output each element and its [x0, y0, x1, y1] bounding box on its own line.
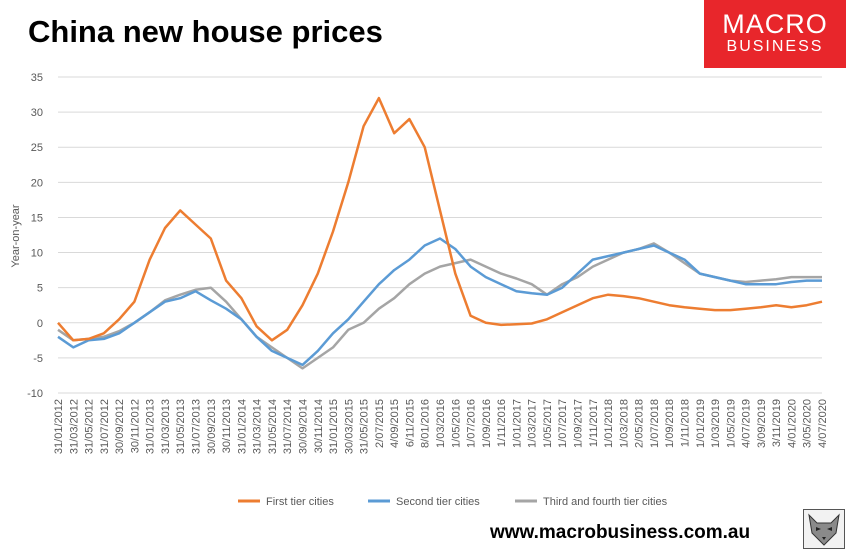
x-tick-label: 31/01/2012: [53, 399, 65, 454]
x-tick-label: 1/11/2016: [496, 399, 508, 447]
x-tick-label: 1/03/2017: [527, 399, 539, 448]
x-tick-label: 1/07/2018: [649, 399, 661, 448]
macro-business-logo: MACRO BUSINESS: [704, 0, 846, 68]
x-tick-label: 1/09/2016: [481, 399, 493, 448]
y-tick-label: -10: [27, 388, 43, 400]
x-tick-label: 3/11/2019: [771, 399, 783, 447]
x-tick-label: 1/01/2017: [511, 399, 523, 448]
y-tick-label: 35: [31, 72, 43, 84]
x-tick-label: 31/01/2015: [328, 399, 340, 454]
x-tick-label: 8/01/2016: [420, 399, 432, 448]
x-tick-label: 31/05/2013: [175, 399, 187, 454]
x-tick-label: 30/09/2014: [297, 399, 309, 454]
y-tick-label: 15: [31, 212, 43, 224]
y-tick-label: 10: [31, 248, 43, 260]
series-line-2: [57, 237, 822, 367]
series-line-3: [57, 242, 822, 370]
x-tick-label: 30/09/2013: [206, 399, 218, 454]
series-line-1: [57, 96, 823, 342]
x-tick-label: 31/05/2012: [84, 399, 96, 454]
x-tick-label: 1/05/2019: [725, 399, 737, 448]
x-tick-label: 31/07/2012: [99, 399, 111, 454]
x-tick-label: 1/07/2016: [466, 399, 478, 448]
x-tick-label: 31/03/2014: [252, 399, 264, 454]
x-tick-label: 1/05/2017: [542, 399, 554, 448]
fox-logo-icon: [803, 509, 845, 549]
x-tick-label: 1/09/2018: [664, 399, 676, 448]
x-tick-label: 30/09/2012: [114, 399, 126, 454]
x-tick-label: 6/11/2015: [404, 399, 416, 447]
x-tick-label: 31/03/2013: [160, 399, 172, 454]
legend-label-3: Third and fourth tier cities: [543, 496, 668, 508]
x-tick-label: 30/11/2012: [129, 399, 141, 453]
x-tick-label: 31/07/2013: [191, 399, 203, 454]
x-tick-label: 31/07/2014: [282, 399, 294, 454]
x-tick-label: 1/03/2019: [710, 399, 722, 448]
legend-label-2: Second tier cities: [396, 496, 480, 508]
website-url: www.macrobusiness.com.au: [490, 522, 751, 543]
x-tick-label: 4/09/2015: [389, 399, 401, 448]
x-tick-label: 3/05/2020: [802, 399, 814, 448]
x-tick-label: 1/11/2017: [588, 399, 600, 447]
x-tick-label: 31/05/2014: [267, 399, 279, 454]
x-tick-label: 30/11/2013: [221, 399, 233, 453]
x-tick-label: 2/05/2018: [634, 399, 646, 448]
x-tick-label: 1/11/2018: [679, 399, 691, 447]
logo-line1: MACRO: [722, 9, 828, 39]
x-tick-label: 31/05/2015: [359, 399, 371, 454]
x-tick-label: 31/01/2014: [236, 399, 248, 454]
x-tick-label: 31/01/2013: [145, 399, 157, 454]
x-tick-label: 1/01/2019: [695, 399, 707, 448]
x-tick-label: 1/05/2016: [450, 399, 462, 448]
y-tick-label: 20: [31, 177, 43, 189]
y-axis-label: Year-on-year: [10, 204, 22, 268]
x-tick-label: 4/01/2020: [786, 399, 798, 448]
y-tick-label: 5: [37, 283, 43, 295]
y-tick-label: 30: [31, 107, 43, 119]
x-tick-label: 30/11/2014: [313, 399, 325, 453]
x-tick-label: 1/01/2018: [603, 399, 615, 448]
legend-label-1: First tier cities: [266, 496, 334, 508]
x-tick-label: 31/03/2012: [68, 399, 80, 454]
x-tick-label: 1/09/2017: [573, 399, 585, 448]
x-tick-label: 1/03/2018: [618, 399, 630, 448]
x-tick-label: 3/09/2019: [756, 399, 768, 448]
x-tick-label: 1/03/2016: [435, 399, 447, 448]
x-tick-label: 1/07/2017: [557, 399, 569, 448]
y-tick-label: 0: [37, 318, 43, 330]
chart-title: China new house prices: [28, 14, 383, 49]
x-tick-label: 4/07/2020: [817, 399, 829, 448]
x-tick-label: 4/07/2019: [741, 399, 753, 448]
logo-line2: BUSINESS: [726, 38, 824, 55]
y-tick-label: 25: [31, 142, 43, 154]
x-tick-label: 30/03/2015: [343, 399, 355, 454]
x-tick-label: 2/07/2015: [374, 399, 386, 448]
y-tick-label: -5: [33, 353, 43, 365]
